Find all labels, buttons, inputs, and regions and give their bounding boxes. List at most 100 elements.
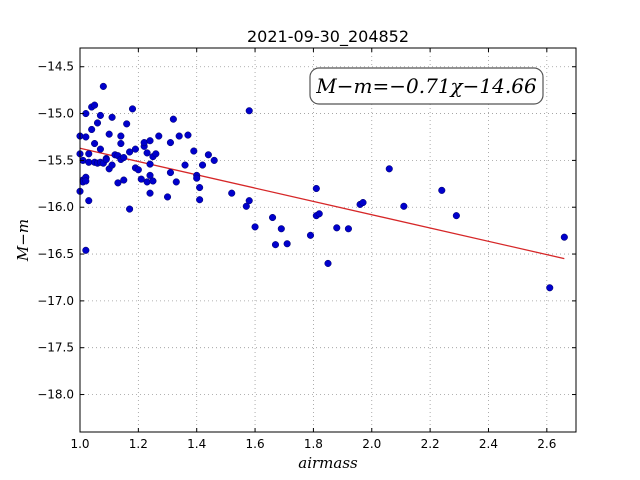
fit-equation-text: M−m=−0.71χ−14.66	[315, 74, 537, 98]
data-point	[123, 120, 131, 128]
data-point	[128, 105, 137, 113]
x-axis-label: airmass	[298, 454, 358, 472]
y-axis-ticks: −14.5 −15.0 −15.5 −16.0 −16.5 −17.0 −17.5 −18.0	[37, 60, 576, 402]
data-point	[385, 165, 393, 173]
fit-equation-box: M−m=−0.71χ−14.66	[309, 67, 544, 105]
data-point	[117, 132, 125, 140]
fit-line	[79, 147, 565, 260]
gridlines	[79, 48, 576, 432]
y-axis-label: M−m	[14, 219, 32, 262]
data-point	[143, 149, 151, 157]
data-point	[245, 197, 253, 205]
x-tick-label: 2.6	[537, 437, 556, 451]
data-point	[166, 169, 174, 177]
data-point	[452, 212, 460, 220]
data-point	[359, 198, 367, 207]
data-point	[166, 139, 174, 147]
data-point	[228, 189, 236, 197]
data-point	[108, 113, 116, 121]
data-point	[312, 184, 320, 193]
data-point	[251, 223, 259, 231]
data-points	[76, 82, 568, 292]
data-point	[96, 145, 104, 153]
data-point	[344, 225, 352, 233]
y-tick-label: −17.0	[37, 294, 74, 308]
data-point	[204, 151, 212, 159]
x-tick-label: 1.2	[129, 437, 148, 451]
data-point	[120, 176, 128, 184]
data-point	[169, 115, 177, 123]
x-tick-label: 1.4	[187, 437, 206, 451]
data-point	[560, 233, 568, 241]
data-point	[181, 161, 189, 169]
x-tick-label: 2.2	[421, 437, 440, 451]
data-point	[546, 284, 554, 292]
data-point	[146, 171, 154, 179]
data-point	[149, 177, 157, 185]
data-point	[117, 139, 125, 148]
data-point	[283, 240, 291, 248]
fit-line-group	[79, 147, 565, 260]
data-point	[190, 147, 198, 155]
data-point	[152, 150, 160, 158]
data-point	[146, 160, 154, 168]
data-point	[438, 186, 446, 194]
data-point	[140, 139, 148, 147]
chart-title: 2021-09-30_204852	[247, 27, 409, 47]
data-point	[155, 132, 163, 140]
data-point	[184, 131, 192, 139]
data-point	[93, 119, 102, 127]
x-tick-label: 1.8	[304, 437, 323, 451]
fit-equation-frame	[309, 67, 544, 105]
data-point	[210, 156, 218, 164]
data-point	[120, 154, 128, 162]
data-point	[88, 125, 96, 134]
data-point	[105, 130, 113, 138]
data-point	[126, 205, 134, 213]
data-point	[114, 179, 122, 187]
y-tick-label: −15.5	[37, 153, 74, 167]
data-point	[91, 101, 99, 109]
data-point	[96, 111, 104, 119]
y-tick-label: −18.0	[37, 388, 74, 402]
data-point	[269, 213, 277, 222]
data-point	[91, 139, 99, 148]
y-tick-label: −17.5	[37, 341, 74, 355]
data-point	[143, 178, 151, 186]
plot-frame	[79, 47, 577, 433]
data-point	[324, 259, 332, 267]
data-point	[277, 225, 285, 233]
data-point	[400, 202, 408, 210]
data-point	[85, 197, 93, 205]
data-point	[198, 161, 207, 169]
y-tick-label: −15.0	[37, 107, 74, 121]
data-point	[131, 145, 139, 153]
y-tick-label: −14.5	[37, 60, 74, 74]
data-point	[137, 175, 145, 183]
data-point	[175, 132, 183, 140]
data-point	[271, 241, 280, 249]
data-point	[196, 196, 204, 204]
data-point	[85, 150, 93, 158]
data-point	[163, 193, 172, 201]
data-point	[126, 148, 134, 156]
data-point	[172, 178, 180, 186]
x-axis-ticks: 1.0 1.2 1.4 1.6 1.8 2.0 2.2 2.4 2.6	[70, 48, 556, 451]
data-point	[134, 166, 142, 174]
data-point	[82, 246, 90, 254]
data-point	[146, 137, 154, 145]
data-point	[108, 161, 116, 169]
data-point	[146, 189, 154, 197]
data-point	[306, 231, 315, 239]
data-point	[242, 202, 250, 210]
data-point	[82, 177, 90, 185]
data-point	[315, 210, 323, 218]
y-tick-label: −16.0	[37, 200, 74, 214]
data-point	[333, 224, 341, 232]
data-point	[99, 82, 107, 90]
y-tick-label: −16.5	[37, 247, 74, 261]
data-point	[196, 184, 204, 192]
x-tick-label: 1.6	[246, 437, 265, 451]
data-point	[245, 107, 253, 115]
